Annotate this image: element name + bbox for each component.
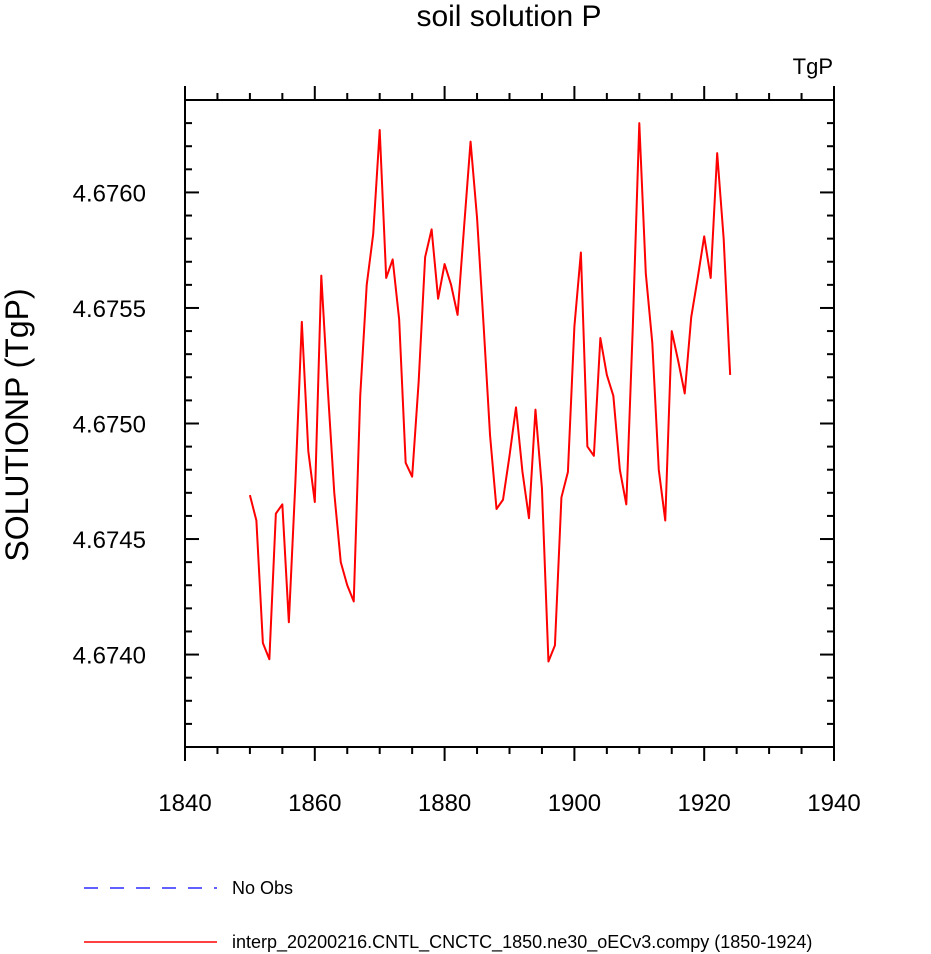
x-tick-label: 1840: [158, 790, 211, 817]
y-axis-label: SOLUTIONP (TgP): [0, 288, 35, 561]
y-tick-label: 4.6750: [73, 412, 146, 439]
tick-marks: [184, 86, 835, 761]
tick-labels: 1840 1860 1880 1900 1920 1940 4.6740 4.6745 4.67…: [73, 180, 861, 817]
x-tick-label: 1900: [548, 790, 601, 817]
legend-label-no-obs: No Obs: [232, 878, 293, 898]
y-tick-label: 4.6740: [73, 643, 146, 670]
legend-label-model: interp_20200216.CNTL_CNCTC_1850.ne30_oEC…: [232, 932, 812, 953]
series-line: [248, 122, 732, 663]
plot-frame: [184, 99, 835, 748]
y-tick-label: 4.6755: [73, 296, 146, 323]
series-lines: [248, 122, 732, 663]
x-tick-label: 1880: [418, 790, 471, 817]
x-tick-label: 1920: [678, 790, 731, 817]
x-tick-label: 1860: [288, 790, 341, 817]
units-label: TgP: [793, 54, 833, 79]
y-tick-label: 4.6760: [73, 180, 146, 207]
legend: No Obs interp_20200216.CNTL_CNCTC_1850.n…: [84, 878, 812, 953]
chart-title: soil solution P: [416, 0, 601, 33]
y-tick-label: 4.6745: [73, 527, 146, 554]
x-tick-label: 1940: [807, 790, 860, 817]
